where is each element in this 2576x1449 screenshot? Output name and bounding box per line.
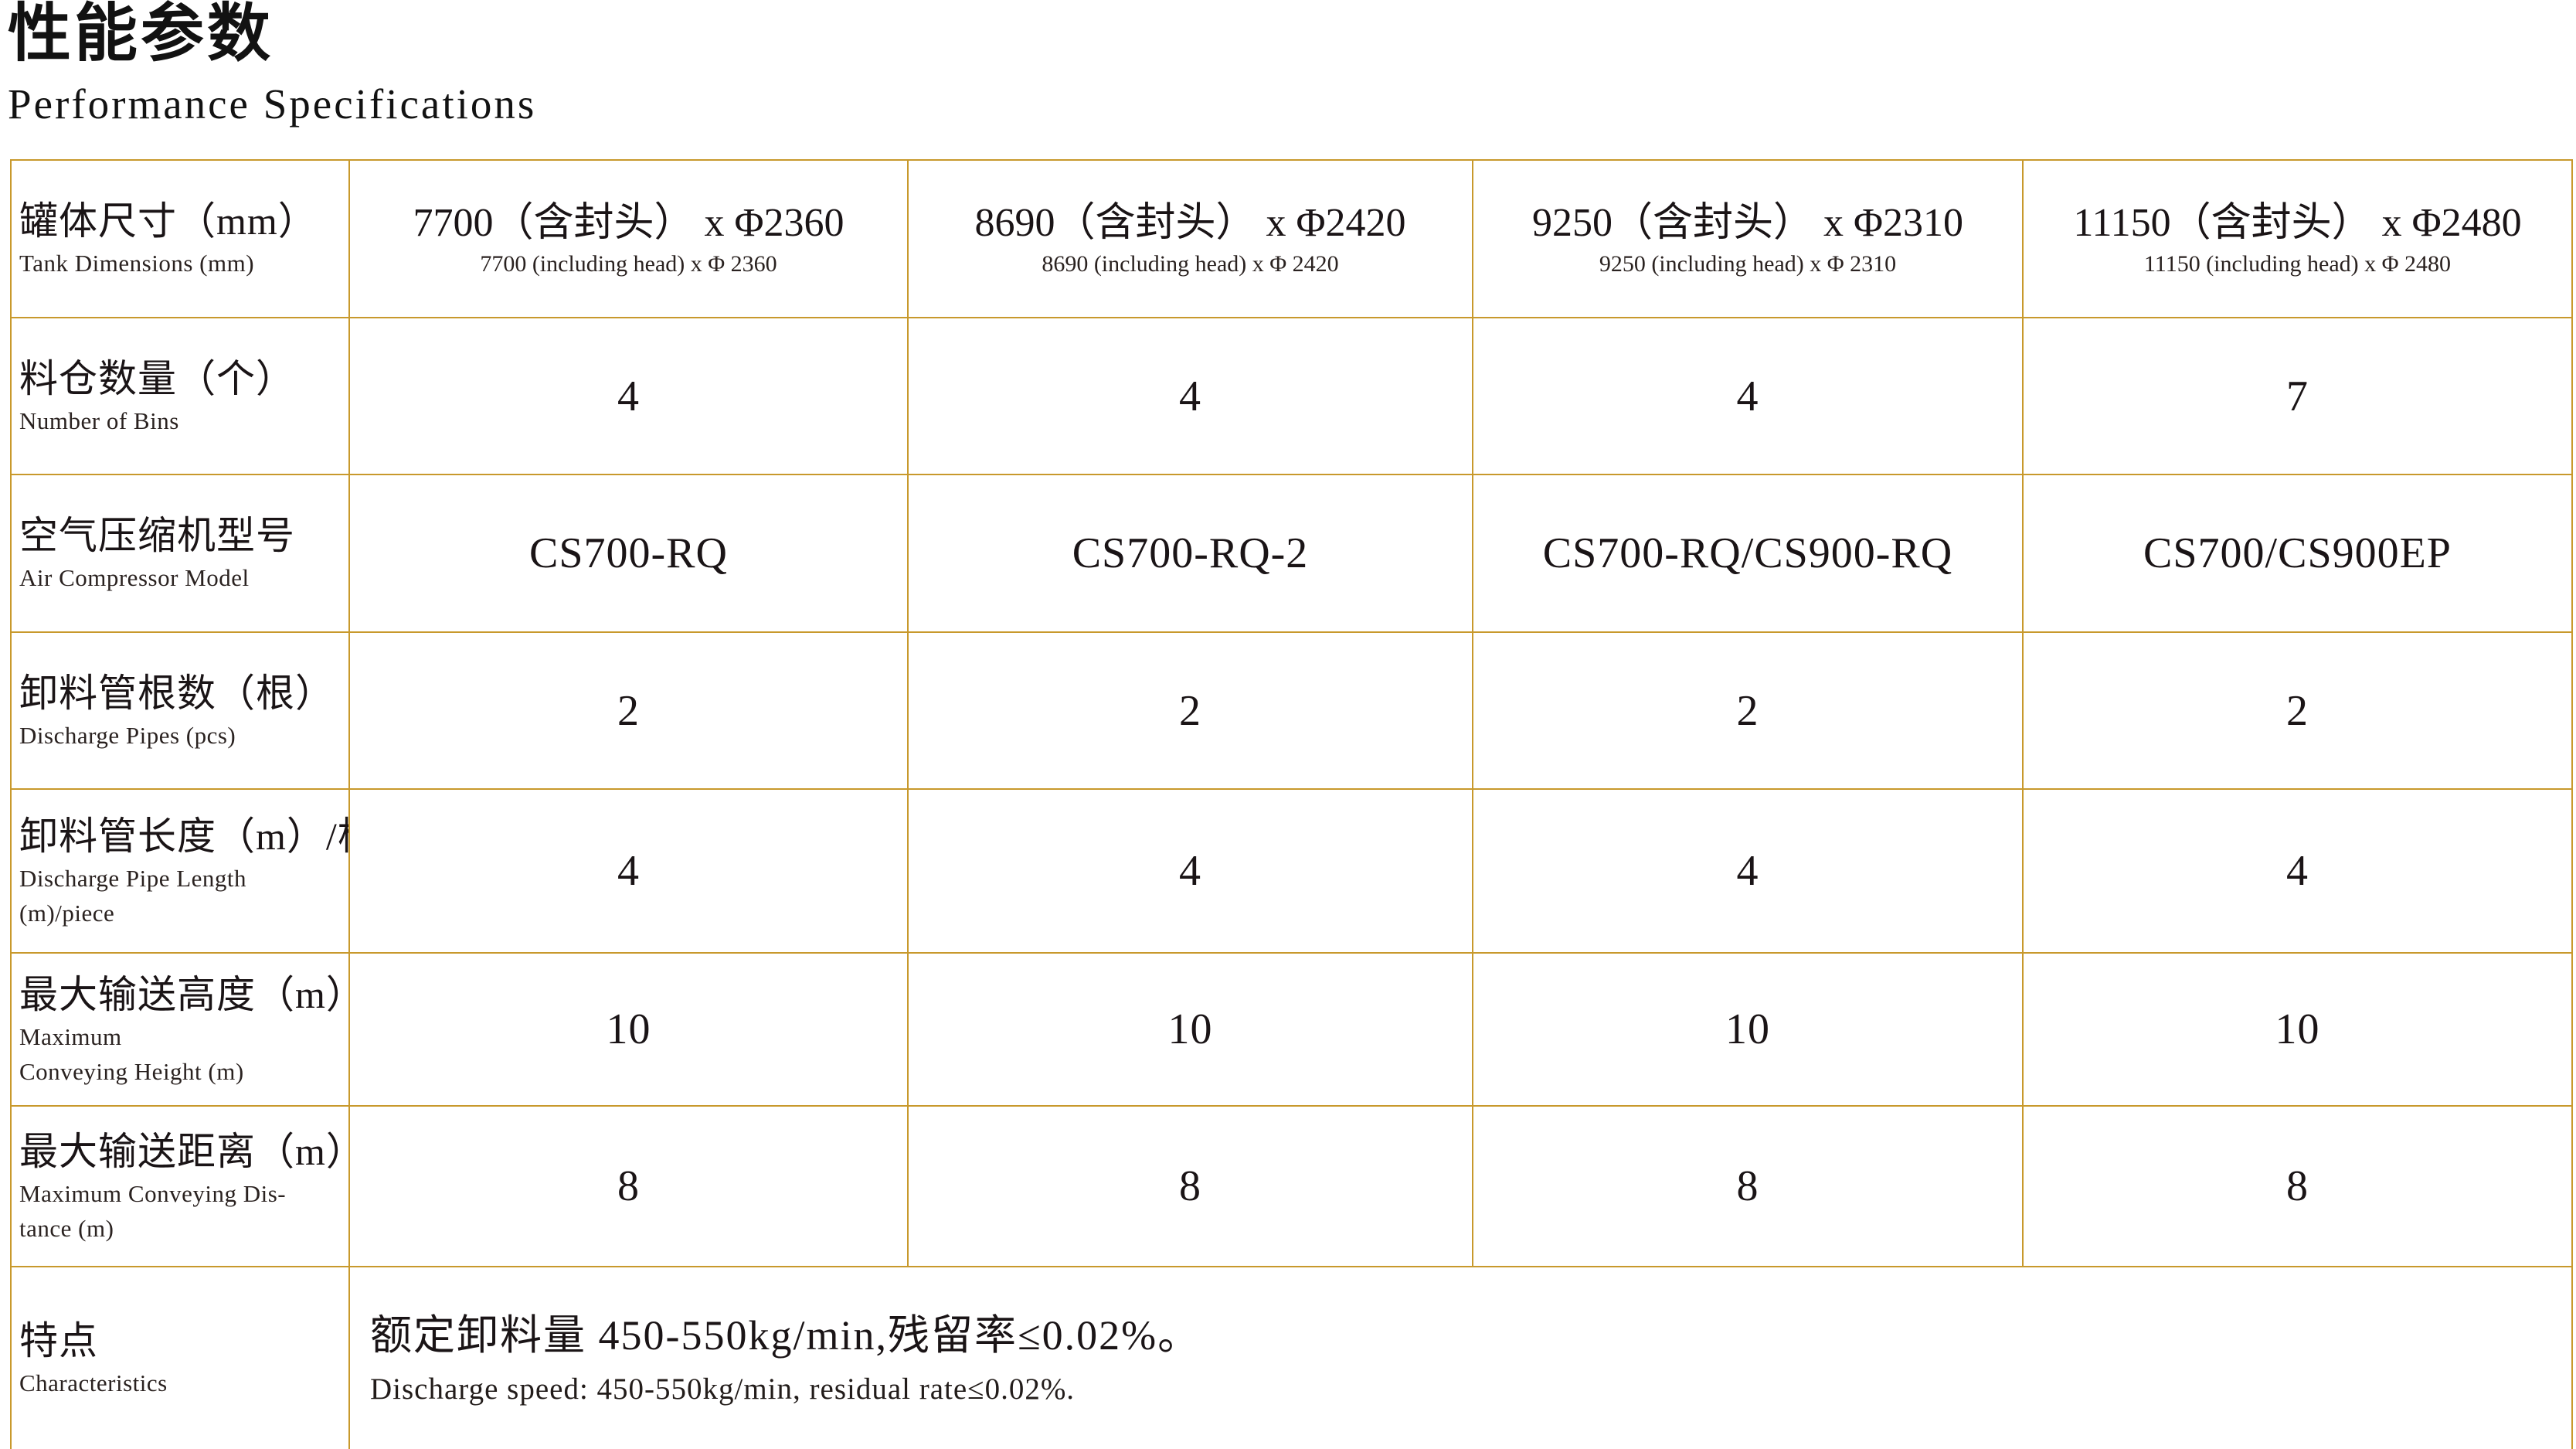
table-cell: 2: [350, 633, 909, 790]
row-label-en: Discharge Pipes (pcs): [19, 721, 236, 749]
characteristics-content-cell: 额定卸料量 450-550kg/min,残留率≤0.02%。 Discharge…: [350, 1267, 2571, 1449]
cell-value: 2: [1179, 686, 1201, 735]
table-cell: 10: [350, 954, 909, 1107]
cell-value: CS700-RQ-2: [1072, 529, 1309, 577]
table-cell: 4: [2024, 790, 2571, 954]
cell-value: 10: [1725, 1005, 1770, 1053]
column-header-zh: 9250（含封头） x Φ2310: [1531, 200, 1963, 245]
row-label-zh: 特点: [19, 1318, 98, 1362]
row-label-discharge-pipes: 卸料管根数（根） Discharge Pipes (pcs): [12, 633, 350, 790]
table-cell: CS700/CS900EP: [2024, 475, 2571, 633]
table-cell: 10: [1473, 954, 2024, 1107]
table-cell: 7: [2024, 318, 2571, 475]
table-cell: 10: [909, 954, 1473, 1107]
table-cell: 4: [1473, 790, 2024, 954]
cell-value: CS700-RQ: [529, 529, 728, 577]
column-header-model-4: 11150（含封头） x Φ2480 11150 (including head…: [2024, 161, 2571, 318]
row-label-en: Tank Dimensions (mm): [19, 250, 255, 277]
cell-value: 4: [1736, 847, 1759, 895]
column-header-en: 7700 (including head) x Φ 2360: [480, 250, 777, 277]
row-label-tank-dimensions: 罐体尺寸（mm） Tank Dimensions (mm): [12, 161, 350, 318]
cell-value: CS700/CS900EP: [2143, 529, 2452, 577]
cell-value: 2: [2286, 686, 2309, 735]
column-header-model-3: 9250（含封头） x Φ2310 9250 (including head) …: [1473, 161, 2024, 318]
row-label-en: tance (m): [19, 1214, 114, 1242]
cell-value: 8: [617, 1162, 640, 1210]
row-label-en: Number of Bins: [19, 406, 179, 434]
row-label-characteristics: 特点 Characteristics: [12, 1267, 350, 1449]
table-cell: CS700-RQ/CS900-RQ: [1473, 475, 2024, 633]
row-label-zh: 卸料管根数（根）: [19, 671, 335, 715]
row-label-zh: 最大输送高度（m）: [19, 972, 350, 1016]
row-label-en: Characteristics: [19, 1369, 168, 1396]
row-label-en: Maximum Conveying Dis-: [19, 1179, 287, 1207]
row-label-max-conveying-height: 最大输送高度（m） Maximum Conveying Height (m): [12, 954, 350, 1107]
cell-value: 4: [617, 372, 640, 420]
table-cell: CS700-RQ-2: [909, 475, 1473, 633]
column-header-en: 11150 (including head) x Φ 2480: [2143, 250, 2452, 277]
row-label-en: Air Compressor Model: [19, 564, 250, 592]
table-cell: 2: [1473, 633, 2024, 790]
cell-value: 10: [1167, 1005, 1213, 1053]
row-label-number-of-bins: 料仓数量（个） Number of Bins: [12, 318, 350, 475]
page-title-en: Performance Specifications: [8, 80, 537, 128]
cell-value: 8: [1736, 1162, 1759, 1210]
cell-value: 4: [1736, 372, 1759, 420]
row-label-air-compressor-model: 空气压缩机型号 Air Compressor Model: [12, 475, 350, 633]
row-label-zh: 料仓数量（个）: [19, 356, 295, 400]
table-cell: 8: [1473, 1107, 2024, 1267]
cell-value: CS700-RQ/CS900-RQ: [1542, 529, 1953, 577]
row-label-max-conveying-distance: 最大输送距离（m） Maximum Conveying Dis- tance (…: [12, 1107, 350, 1267]
table-cell: CS700-RQ: [350, 475, 909, 633]
table-cell: 4: [909, 318, 1473, 475]
cell-value: 2: [617, 686, 640, 735]
cell-value: 4: [1179, 372, 1201, 420]
characteristics-text-en: Discharge speed: 450-550kg/min, residual…: [370, 1372, 1076, 1406]
table-cell: 2: [909, 633, 1473, 790]
cell-value: 8: [1179, 1162, 1201, 1210]
row-label-zh: 空气压缩机型号: [19, 514, 295, 558]
row-label-discharge-pipe-length: 卸料管长度（m）/根 Discharge Pipe Length (m)/pie…: [12, 790, 350, 954]
row-label-zh: 罐体尺寸（mm）: [19, 199, 318, 243]
cell-value: 4: [1179, 847, 1201, 895]
row-label-en: Discharge Pipe Length: [19, 864, 247, 892]
table-cell: 4: [350, 318, 909, 475]
cell-value: 7: [2286, 372, 2309, 420]
cell-value: 10: [606, 1005, 651, 1053]
column-header-zh: 7700（含封头） x Φ2360: [413, 200, 845, 245]
performance-spec-table: 罐体尺寸（mm） Tank Dimensions (mm) 7700（含封头） …: [10, 159, 2573, 1449]
cell-value: 10: [2275, 1005, 2320, 1053]
column-header-zh: 8690（含封头） x Φ2420: [974, 200, 1406, 245]
cell-value: 8: [2286, 1162, 2309, 1210]
row-label-zh: 最大输送距离（m）: [19, 1129, 350, 1173]
row-label-en: Maximum: [19, 1022, 122, 1050]
cell-value: 4: [2286, 847, 2309, 895]
row-label-en: Conveying Height (m): [19, 1057, 244, 1085]
page-title-zh: 性能参数: [8, 0, 274, 69]
column-header-en: 9250 (including head) x Φ 2310: [1599, 250, 1897, 277]
row-label-zh: 卸料管长度（m）/根: [19, 814, 350, 858]
characteristics-text-zh: 额定卸料量 450-550kg/min,残留率≤0.02%。: [370, 1311, 1201, 1359]
table-cell: 2: [2024, 633, 2571, 790]
table-cell: 8: [350, 1107, 909, 1267]
page-header: 性能参数 Performance Specifications: [8, 0, 536, 128]
column-header-model-2: 8690（含封头） x Φ2420 8690 (including head) …: [909, 161, 1473, 318]
column-header-en: 8690 (including head) x Φ 2420: [1042, 250, 1339, 277]
cell-value: 2: [1736, 686, 1759, 735]
table-cell: 8: [2024, 1107, 2571, 1267]
row-label-en: (m)/piece: [19, 899, 115, 927]
table-cell: 10: [2024, 954, 2571, 1107]
column-header-model-1: 7700（含封头） x Φ2360 7700 (including head) …: [350, 161, 909, 318]
table-cell: 8: [909, 1107, 1473, 1267]
table-cell: 4: [350, 790, 909, 954]
table-cell: 4: [1473, 318, 2024, 475]
table-cell: 4: [909, 790, 1473, 954]
cell-value: 4: [617, 847, 640, 895]
column-header-zh: 11150（含封头） x Φ2480: [2073, 200, 2522, 245]
